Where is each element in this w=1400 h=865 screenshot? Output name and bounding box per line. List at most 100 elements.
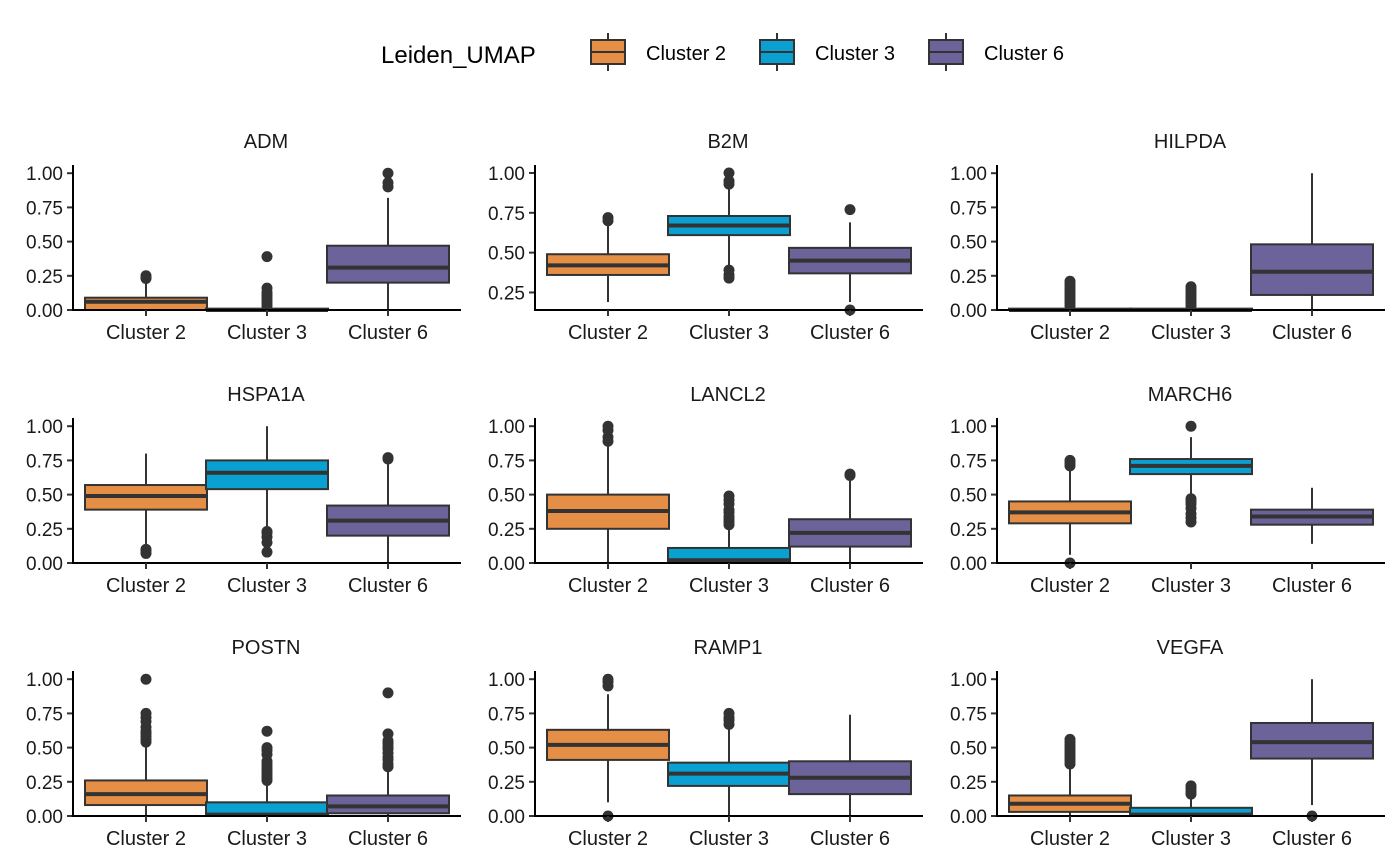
outlier-point: [140, 707, 152, 719]
y-tick-label: 0.75: [950, 198, 987, 219]
x-tick-label: Cluster 3: [689, 322, 769, 344]
y-tick-label: 0.25: [488, 773, 525, 794]
outlier-point: [261, 725, 273, 737]
y-tick-label: 0.00: [488, 554, 525, 575]
y-tick-label: 0.75: [488, 204, 525, 225]
box-cluster-2: [84, 453, 208, 559]
facet-ramp1: RAMP1 0.00 0.25 0.50 0.75 1.00 Cluster 2 Cluste…: [488, 637, 923, 850]
outlier-point: [382, 452, 394, 464]
box-cluster-3: [205, 725, 329, 817]
y-tick-label: 0.25: [26, 773, 63, 794]
y-tick-label: 0.50: [26, 486, 63, 507]
outlier-point: [382, 177, 394, 189]
x-tick-label: Cluster 3: [227, 828, 307, 850]
box-cluster-2: [1008, 733, 1132, 816]
outlier-point: [723, 707, 735, 719]
x-tick-label: Cluster 3: [1151, 828, 1231, 850]
legend-label-cluster-6: Cluster 6: [984, 43, 1064, 65]
outlier-point: [844, 468, 856, 480]
outlier-point: [140, 543, 152, 555]
y-tick-label: 0.75: [26, 198, 63, 219]
y-tick-label: 0.50: [26, 739, 63, 760]
outlier-point: [1064, 733, 1076, 745]
y-tick-label: 0.75: [26, 704, 63, 725]
y-tick-label: 0.00: [26, 554, 63, 575]
x-tick-label: Cluster 2: [106, 828, 186, 850]
y-tick-label: 0.00: [950, 301, 987, 322]
facet-title: HSPA1A: [227, 384, 305, 406]
y-tick-label: 0.75: [488, 704, 525, 725]
y-tick-label: 0.50: [488, 486, 525, 507]
box-body: [326, 794, 450, 815]
outlier-point: [1064, 275, 1076, 287]
x-tick-label: Cluster 3: [227, 575, 307, 597]
legend: Leiden_UMAP Cluster 2 Cluster 3 Cluster …: [381, 33, 1064, 71]
facet-title: VEGFA: [1157, 637, 1224, 659]
box-cluster-2: [84, 673, 208, 816]
y-tick-label: 0.50: [950, 486, 987, 507]
y-tick-label: 0.50: [26, 233, 63, 254]
box-cluster-3: [1129, 780, 1253, 818]
x-tick-label: Cluster 2: [568, 828, 648, 850]
outlier-point: [602, 212, 614, 224]
x-tick-label: Cluster 6: [1272, 322, 1352, 344]
y-tick-label: 0.50: [488, 739, 525, 760]
box-cluster-6: [1250, 173, 1374, 310]
box-cluster-6: [788, 468, 912, 563]
x-tick-label: Cluster 3: [689, 828, 769, 850]
outlier-point: [261, 742, 273, 754]
facet-title: MARCH6: [1148, 384, 1232, 406]
y-tick-label: 1.00: [26, 417, 63, 438]
box-cluster-6: [788, 714, 912, 816]
facet-title: POSTN: [232, 637, 301, 659]
facet-panels: ADM 0.00 0.25 0.50 0.75 1.00 Cluster 2 Cluster …: [26, 131, 1385, 850]
outlier-point: [602, 673, 614, 685]
outlier-point: [723, 167, 735, 179]
box-cluster-3: [667, 167, 791, 284]
box-cluster-2: [546, 212, 670, 303]
y-tick-label: 1.00: [488, 164, 525, 185]
y-tick-label: 0.25: [26, 520, 63, 541]
outlier-point: [140, 673, 152, 685]
legend-key-cluster-2: [590, 33, 626, 71]
outlier-point: [723, 264, 735, 276]
box-cluster-3: [1129, 420, 1253, 528]
facet-lancl2: LANCL2 0.00 0.25 0.50 0.75 1.00 Cluster 2 Clust…: [488, 384, 923, 597]
outlier-point: [261, 282, 273, 294]
outlier-point: [140, 270, 152, 282]
box-cluster-3: [1129, 281, 1253, 312]
facet-title: ADM: [244, 131, 288, 153]
legend-key-cluster-6: [928, 33, 964, 71]
y-tick-label: 0.25: [488, 283, 525, 304]
box-cluster-2: [1008, 454, 1132, 569]
legend-label-cluster-3: Cluster 3: [815, 43, 895, 65]
y-tick-label: 0.75: [950, 451, 987, 472]
y-tick-label: 0.25: [950, 773, 987, 794]
y-tick-label: 0.75: [488, 451, 525, 472]
facet-postn: POSTN 0.00 0.25 0.50 0.75 1.00 Cluster 2 Cluste…: [26, 637, 461, 850]
y-tick-label: 0.50: [950, 739, 987, 760]
x-tick-label: Cluster 6: [348, 322, 428, 344]
x-tick-label: Cluster 2: [1030, 322, 1110, 344]
outlier-point: [1185, 420, 1197, 432]
facet-title: HILPDA: [1154, 131, 1227, 153]
x-tick-label: Cluster 6: [1272, 575, 1352, 597]
outlier-point: [1185, 780, 1197, 792]
box-cluster-3: [667, 707, 791, 816]
y-tick-label: 0.00: [950, 554, 987, 575]
outlier-point: [1185, 281, 1197, 293]
box-cluster-6: [326, 687, 450, 816]
box-cluster-6: [326, 452, 450, 563]
box-cluster-3: [205, 426, 329, 558]
box-cluster-2: [546, 673, 670, 822]
x-tick-label: Cluster 3: [227, 322, 307, 344]
box-cluster-6: [1250, 679, 1374, 822]
y-tick-label: 1.00: [950, 417, 987, 438]
outlier-point: [723, 490, 735, 502]
x-tick-label: Cluster 2: [568, 322, 648, 344]
facet-title: B2M: [707, 131, 748, 153]
legend-key-cluster-3: [759, 33, 795, 71]
y-tick-label: 1.00: [950, 670, 987, 691]
box-cluster-2: [546, 420, 670, 563]
